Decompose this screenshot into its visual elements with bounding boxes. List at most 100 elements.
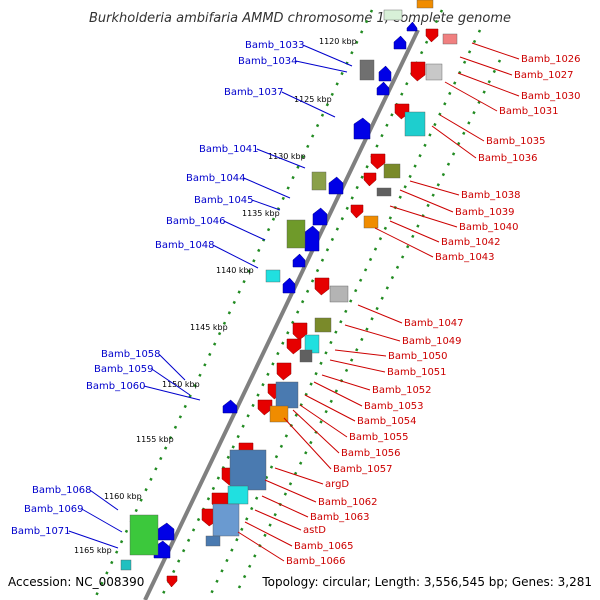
- kbp-tick-label: 1130 kbp: [268, 152, 306, 161]
- forward-gene-arrow: [406, 21, 418, 32]
- reverse-label-leader: [374, 227, 434, 258]
- orange-gene-box: [363, 215, 379, 229]
- topology-text: Topology: circular; Length: 3,556,545 bp…: [261, 575, 592, 589]
- reverse-gene-arrow: [257, 399, 273, 416]
- forward-gene-label: Bamb_1037: [224, 87, 284, 98]
- reverse-label-leader: [431, 125, 477, 159]
- gene-feature-box: [383, 9, 403, 21]
- reverse-gene-label: Bamb_1043: [435, 252, 495, 263]
- forward-gene-label: Bamb_1034: [238, 56, 298, 67]
- forward-gene-label: Bamb_1045: [194, 195, 254, 206]
- forward-gene-label: Bamb_1059: [94, 364, 154, 375]
- track-guide-inner-right: [208, 29, 482, 597]
- reverse-gene-label: argD: [325, 479, 349, 490]
- forward-gene-label: Bamb_1048: [155, 240, 215, 251]
- reverse-gene-arrow: [350, 204, 364, 219]
- forward-label-leader: [151, 368, 191, 396]
- kbp-tick-label: 1120 kbp: [319, 37, 357, 46]
- kbp-tick-label: 1135 kbp: [242, 209, 280, 218]
- forward-label-leader: [212, 244, 259, 269]
- reverse-label-leader: [344, 324, 401, 342]
- gray-gene-box: [329, 285, 349, 303]
- reverse-gene-label: Bamb_1050: [388, 351, 448, 362]
- forward-gene-label: Bamb_1068: [32, 485, 92, 496]
- blue-gray-gene-box: [212, 503, 240, 537]
- orange-gene-box: [269, 405, 289, 423]
- blue-gray-gene-box: [275, 381, 299, 409]
- reverse-gene-label: Bamb_1047: [404, 318, 464, 329]
- reverse-label-leader: [329, 359, 386, 373]
- forward-gene-arrow: [222, 399, 238, 414]
- forward-gene-label: Bamb_1069: [24, 504, 84, 515]
- reverse-gene-arrow: [292, 322, 308, 341]
- forward-gene-label: Bamb_1044: [186, 173, 246, 184]
- reverse-label-leader: [299, 404, 348, 438]
- forward-gene-arrow: [304, 225, 320, 252]
- forward-gene-label: Bamb_1046: [166, 216, 226, 227]
- reverse-gene-label: astD: [303, 525, 326, 536]
- forward-gene-arrow: [312, 207, 328, 226]
- reverse-gene-label: Bamb_1051: [387, 367, 447, 378]
- accession-text: Accession: NC_008390: [8, 575, 144, 589]
- cyan-gene-box: [120, 559, 132, 571]
- reverse-label-leader: [471, 42, 520, 60]
- reverse-label-leader: [254, 509, 302, 531]
- gray-gene-box: [299, 349, 313, 363]
- kbp-tick-label: 1155 kbp: [136, 435, 174, 444]
- reverse-gene-label: Bamb_1057: [333, 464, 393, 475]
- reverse-label-leader: [321, 374, 371, 391]
- forward-gene-arrow: [157, 522, 175, 541]
- forward-label-leader: [251, 199, 281, 211]
- reverse-gene-label: Bamb_1062: [318, 497, 378, 508]
- reverse-gene-label: Bamb_1038: [461, 190, 521, 201]
- reverse-gene-label: Bamb_1039: [455, 207, 515, 218]
- reverse-gene-arrow: [370, 153, 386, 170]
- gray-gene-box: [359, 59, 375, 81]
- kbp-tick-label: 1165 kbp: [74, 546, 112, 555]
- reverse-label-leader: [304, 394, 356, 422]
- orange-gene-box: [416, 0, 434, 9]
- reverse-gene-label: Bamb_1031: [499, 106, 559, 117]
- reverse-gene-label: Bamb_1065: [294, 541, 354, 552]
- reverse-gene-label: Bamb_1066: [286, 556, 346, 567]
- green-gene-box: [286, 219, 306, 249]
- forward-label-leader: [281, 91, 336, 118]
- forward-gene-arrow: [282, 277, 296, 294]
- forward-gene-arrow: [378, 65, 392, 82]
- forward-gene-arrow: [328, 176, 344, 195]
- reverse-gene-label: Bamb_1054: [357, 416, 417, 427]
- reverse-label-leader: [244, 521, 293, 547]
- forward-gene-label: Bamb_1041: [199, 144, 259, 155]
- forward-label-leader: [256, 148, 306, 169]
- reverse-gene-label: Bamb_1036: [478, 153, 538, 164]
- reverse-label-leader: [389, 220, 440, 243]
- reverse-label-leader: [292, 409, 340, 454]
- reverse-gene-label: Bamb_1026: [521, 54, 581, 65]
- forward-label-leader: [223, 220, 266, 241]
- forward-label-leader: [81, 508, 123, 533]
- forward-label-leader: [295, 60, 348, 73]
- green-gene-box: [311, 171, 327, 191]
- forward-label-leader: [302, 44, 353, 67]
- reverse-gene-label: Bamb_1042: [441, 237, 501, 248]
- blue-gray-gene-box: [229, 449, 267, 491]
- gray-gene-box: [425, 63, 443, 81]
- forward-gene-arrow: [393, 35, 407, 50]
- reverse-gene-label: Bamb_1030: [521, 91, 581, 102]
- reverse-gene-label: Bamb_1027: [514, 70, 574, 81]
- reverse-gene-label: Bamb_1053: [364, 401, 424, 412]
- reverse-label-leader: [283, 417, 332, 470]
- forward-gene-label: Bamb_1060: [86, 381, 146, 392]
- reverse-gene-label: Bamb_1055: [349, 432, 409, 443]
- reverse-label-leader: [389, 205, 458, 228]
- reverse-label-leader: [439, 114, 485, 142]
- kbp-tick-label: 1140 kbp: [216, 266, 254, 275]
- reverse-label-leader: [237, 531, 285, 562]
- map-title: Burkholderia ambifaria AMMD chromosome 1…: [89, 11, 511, 26]
- reverse-label-leader: [409, 180, 460, 196]
- reverse-gene-label: Bamb_1056: [341, 448, 401, 459]
- kbp-tick-label: 1145 kbp: [190, 323, 228, 332]
- forward-label-leader: [143, 385, 201, 401]
